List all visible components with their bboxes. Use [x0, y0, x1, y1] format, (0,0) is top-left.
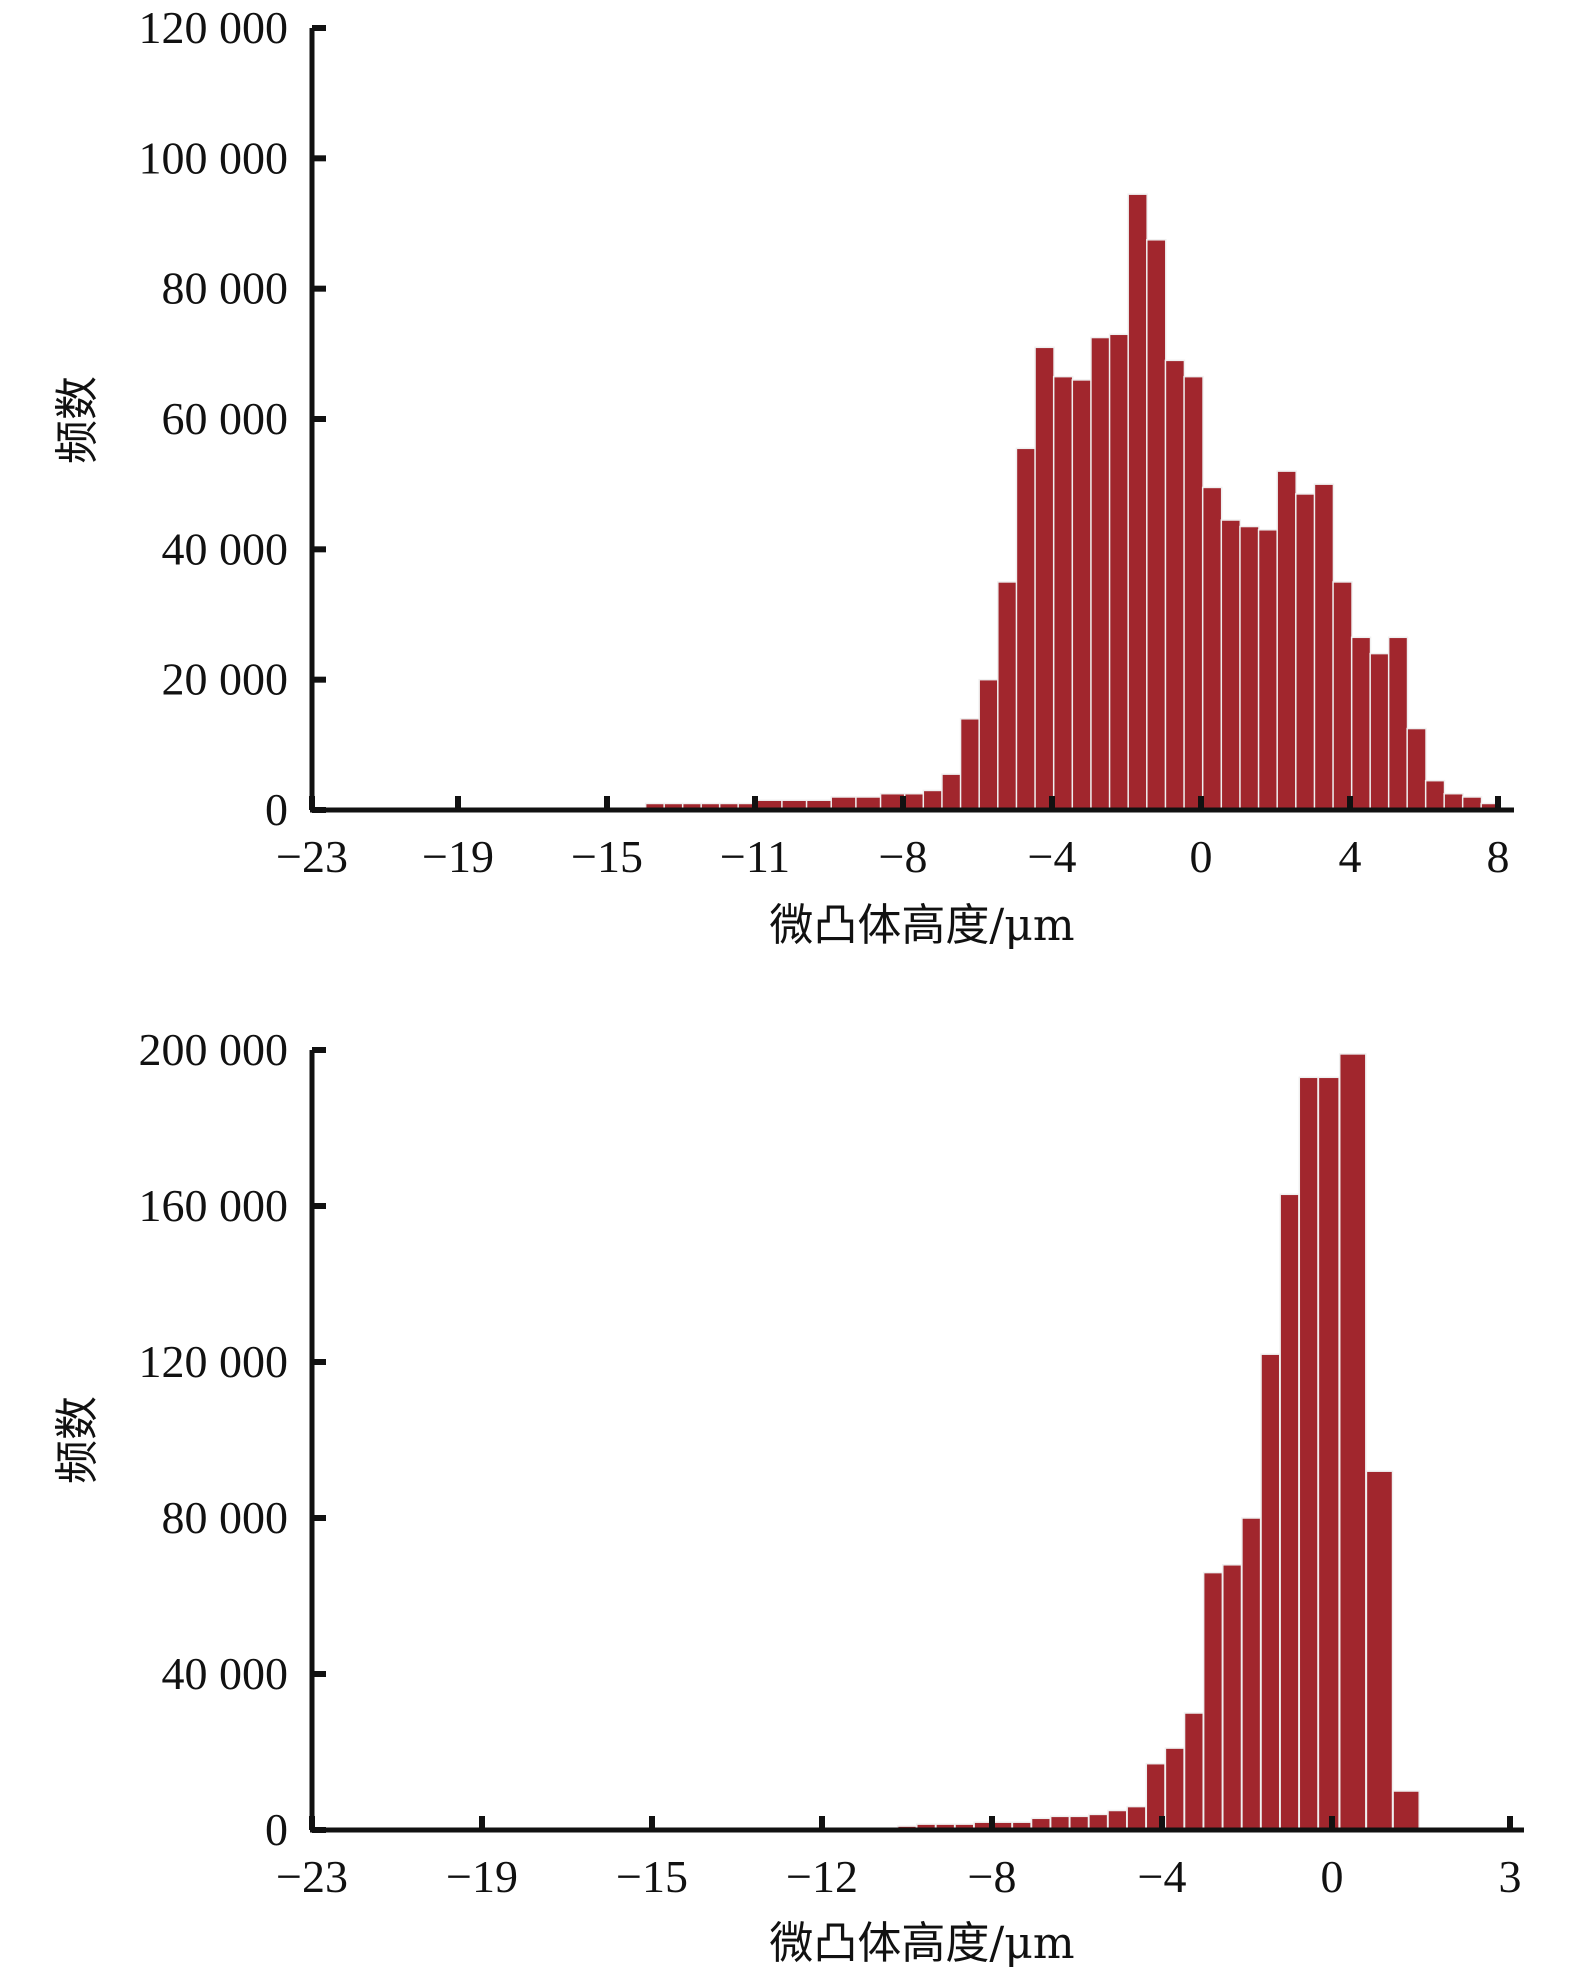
x-tick-label: −15: [571, 831, 643, 882]
bar: [959, 718, 981, 811]
x-tick-label: −23: [276, 831, 348, 882]
y-tick-label: 120 000: [139, 2, 289, 53]
bar: [1392, 1790, 1420, 1831]
y-tick-label: 0: [265, 784, 288, 835]
bar: [1260, 1353, 1281, 1831]
bar: [1295, 493, 1316, 811]
chart-1-bars: [644, 193, 1501, 811]
x-tick-label: −8: [879, 831, 928, 882]
bar: [1071, 379, 1093, 811]
bar: [1052, 375, 1074, 811]
bar: [1107, 1809, 1128, 1831]
x-tick-label: 0: [1321, 1851, 1344, 1902]
bar: [997, 581, 1018, 811]
bar: [1257, 529, 1279, 811]
bar: [1406, 727, 1427, 811]
x-tick-label: −4: [1028, 831, 1077, 882]
bar: [1108, 333, 1130, 811]
bar: [1369, 652, 1390, 811]
bar: [1317, 1076, 1340, 1831]
bar: [1239, 525, 1260, 811]
bar: [922, 789, 944, 811]
bar: [1424, 779, 1446, 811]
bar: [1332, 581, 1353, 811]
x-tick-label: −11: [720, 831, 790, 882]
x-tick-label: −4: [1138, 1851, 1187, 1902]
chart-2-x-axis-title: 微凸体高度/μm: [769, 1918, 1074, 1969]
bar: [978, 678, 999, 811]
y-tick-label: 40 000: [162, 1648, 289, 1699]
bar: [1222, 1564, 1243, 1831]
bar: [1298, 1076, 1319, 1831]
bar: [1034, 346, 1055, 811]
bar: [1126, 1805, 1147, 1831]
chart-2-y-axis-title: 频数: [52, 1396, 103, 1484]
bar: [1015, 447, 1037, 811]
x-tick-label: −15: [616, 1851, 688, 1902]
y-tick-label: 100 000: [139, 132, 289, 183]
bar: [1276, 470, 1297, 811]
bar: [1183, 375, 1204, 811]
y-tick-label: 60 000: [162, 393, 289, 444]
x-tick-label: −12: [786, 1851, 858, 1902]
x-tick-label: 4: [1339, 831, 1362, 882]
x-tick-label: 3: [1499, 1851, 1522, 1902]
x-tick-label: 0: [1190, 831, 1213, 882]
y-tick-label: 200 000: [139, 1024, 289, 1075]
chart-2-y-ticks: 0 40 000 80 000 120 000 160 000 200 000: [139, 1024, 326, 1855]
x-tick-label: −19: [422, 831, 494, 882]
bar: [1241, 1517, 1262, 1831]
bar: [1350, 636, 1372, 811]
x-tick-label: −19: [446, 1851, 518, 1902]
bar: [1338, 1053, 1367, 1831]
bar: [1146, 239, 1167, 811]
chart-2-bars: [896, 1053, 1420, 1831]
chart-2: 0 40 000 80 000 120 000 160 000 200 000 −23 −1…: [52, 1024, 1524, 1969]
bar: [1164, 359, 1186, 811]
x-tick-label: −23: [276, 1851, 348, 1902]
bar: [1387, 636, 1409, 811]
bar: [1201, 486, 1223, 811]
chart-1-y-ticks: 0 20 000 40 000 60 000 80 000 100 000 120 000: [139, 2, 326, 835]
bar: [1202, 1571, 1224, 1831]
chart-1-x-axis-title: 微凸体高度/μm: [769, 900, 1074, 951]
x-tick-label: 8: [1487, 831, 1510, 882]
chart-1-x-ticks: −23 −19 −15 −11 −8 −4 0 4 8: [276, 796, 1510, 882]
y-tick-label: 80 000: [162, 263, 289, 314]
y-tick-label: 0: [265, 1804, 288, 1855]
bar: [1279, 1193, 1300, 1831]
y-tick-label: 160 000: [139, 1180, 289, 1231]
chart-2-x-ticks: −23 −19 −15 −12 −8 −4 0 3: [276, 1816, 1522, 1902]
bar: [941, 773, 962, 811]
bar: [1365, 1470, 1394, 1831]
bar: [1183, 1712, 1204, 1831]
bar: [1313, 483, 1335, 811]
y-tick-label: 20 000: [162, 654, 289, 705]
bar: [1220, 519, 1242, 811]
x-tick-label: −8: [968, 1851, 1017, 1902]
y-tick-label: 120 000: [139, 1336, 289, 1387]
y-tick-label: 40 000: [162, 523, 289, 574]
bar: [1127, 193, 1148, 811]
bar: [1090, 336, 1111, 811]
bar: [1164, 1747, 1185, 1831]
chart-1-y-axis-title: 频数: [52, 376, 103, 464]
y-tick-label: 80 000: [162, 1492, 289, 1543]
